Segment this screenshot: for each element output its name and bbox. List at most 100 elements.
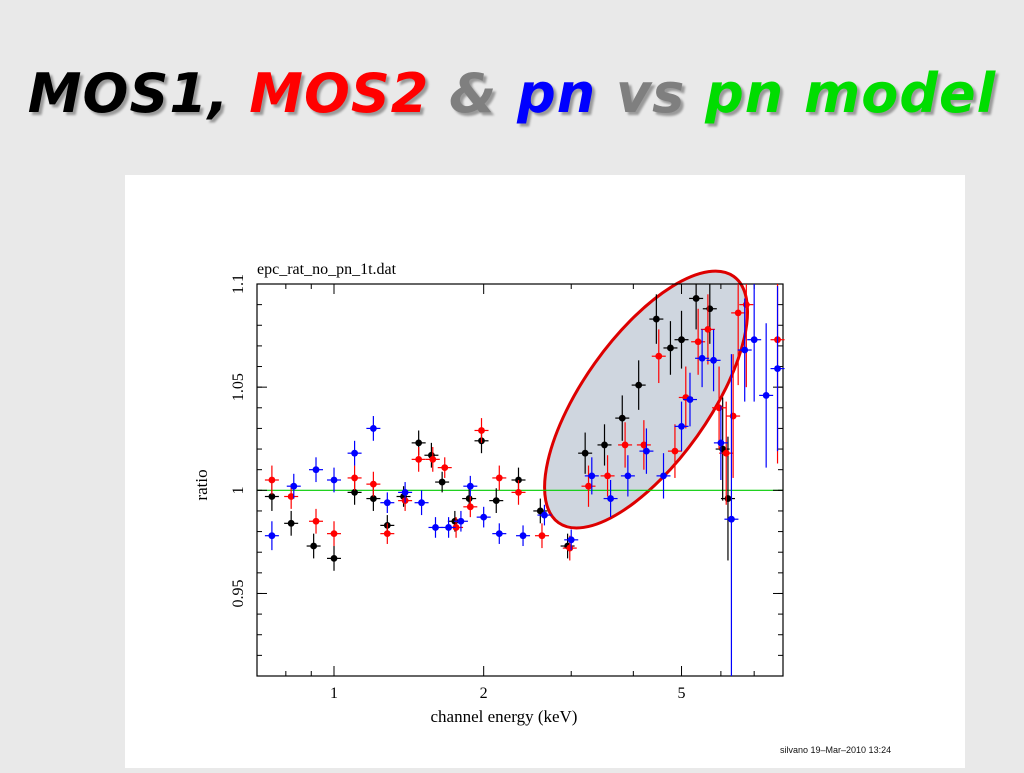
data-point [698,354,706,362]
data-point [287,519,295,527]
data-point [724,495,732,502]
title-part-pn-model: pn model [705,62,997,125]
data-point [660,472,667,480]
y-axis-label: ratio [192,469,211,500]
data-point [351,488,358,496]
data-point [519,532,527,540]
data-point [671,447,679,455]
data-point [640,441,648,449]
data-point [457,517,465,525]
data-point [466,503,474,511]
data-point [692,295,700,302]
data-point [678,336,685,344]
data-point [722,449,730,457]
chart-title: epc_rat_no_pn_1t.dat [257,261,397,278]
data-point [310,542,318,550]
data-point [728,515,735,523]
title-part-pn: pn [517,62,597,125]
data-point [415,439,423,447]
data-point [686,396,694,403]
data-point [452,524,460,531]
data-point [655,352,663,360]
slide-title: MOS1, MOS2 & pn vs pn model [0,62,1024,125]
highlight-ellipse [543,269,750,530]
data-point [369,425,377,432]
data-point [480,513,488,521]
data-point [678,422,685,430]
title-part-mos1: MOS1, [27,62,230,125]
y-tick-label: 1.05 [230,373,247,401]
data-point [694,338,702,346]
data-point [312,517,320,525]
data-point [774,365,781,372]
data-point [585,482,592,490]
data-point [351,449,358,457]
data-point [762,392,770,399]
data-point [268,476,276,484]
data-point [729,412,737,420]
data-point [369,480,377,488]
data-point [643,447,650,455]
data-point [704,325,712,333]
credit-text: silvano 19–Mar–2010 13:24 [780,745,892,755]
title-part-vs: vs [615,62,686,125]
data-point [621,441,629,449]
data-point [287,493,295,500]
data-point [290,482,298,490]
data-point [351,474,358,482]
data-point [401,488,409,496]
data-point [429,455,437,463]
x-axis-label: channel energy (keV) [431,707,578,726]
data-point [495,530,503,538]
data-point [601,441,608,449]
data-point [624,472,632,480]
data-point [618,414,626,422]
data-point [742,301,750,309]
data-point [383,499,391,507]
data-point [607,495,614,502]
data-point [541,511,548,519]
data-point [492,497,500,505]
data-point [536,507,544,515]
data-point [478,427,485,434]
title-part-ampersand: & [449,62,498,125]
data-point [710,356,717,364]
data-point [268,532,276,540]
x-tick-label: 2 [480,685,488,702]
data-point [330,530,338,538]
data-point [466,482,474,490]
data-point [445,524,452,531]
x-tick-label: 1 [330,685,338,702]
data-point [515,488,522,496]
plot-card: epc_rat_no_pn_1t.dat channel energy (keV… [125,175,965,768]
y-tick-label: 0.95 [230,579,247,607]
data-point [566,544,574,552]
data-point [432,524,439,531]
data-point [750,336,758,344]
data-point [741,346,749,354]
data-point [734,309,742,317]
data-point [383,530,391,538]
data-point [667,344,674,352]
data-point [588,472,596,480]
data-point [495,474,503,482]
data-point [635,381,643,389]
data-point [581,449,589,457]
data-point [717,439,725,447]
data-point [441,464,449,472]
data-point [567,536,575,544]
data-point [268,493,276,500]
data-point [369,495,377,502]
ratio-chart: epc_rat_no_pn_1t.dat channel energy (keV… [192,261,785,726]
data-point [438,478,446,486]
y-tick-label: 1.1 [230,274,247,294]
y-tick-label: 1 [230,486,247,494]
data-point [604,472,611,480]
data-point [330,476,338,484]
x-tick-label: 5 [678,685,686,702]
title-part-mos2: MOS2 [249,62,430,125]
data-point [418,499,425,507]
data-point [415,455,423,463]
data-point [652,315,660,323]
data-point [330,555,338,562]
